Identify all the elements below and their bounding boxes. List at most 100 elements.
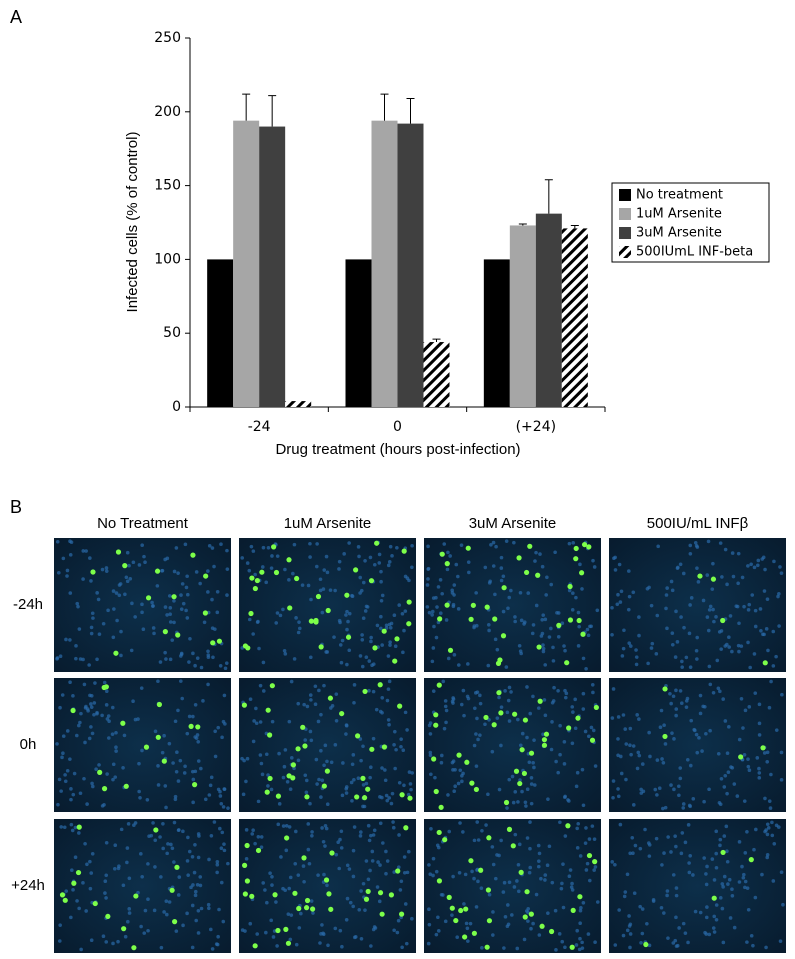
nucleus bbox=[207, 793, 212, 797]
nucleus bbox=[188, 636, 192, 641]
nucleus bbox=[393, 644, 398, 649]
nucleus bbox=[210, 626, 215, 630]
nucleus bbox=[720, 575, 724, 579]
nucleus bbox=[379, 626, 383, 631]
nucleus bbox=[571, 591, 575, 596]
nucleus bbox=[206, 590, 210, 594]
nucleus bbox=[580, 767, 585, 772]
nucleus bbox=[707, 608, 712, 612]
nucleus bbox=[570, 888, 575, 892]
nucleus bbox=[425, 605, 430, 609]
infected-cell bbox=[122, 563, 128, 569]
y-tick-label: 100 bbox=[154, 251, 181, 267]
nucleus bbox=[404, 941, 409, 946]
nucleus bbox=[209, 833, 214, 838]
nucleus bbox=[698, 711, 703, 716]
nucleus bbox=[448, 554, 452, 558]
nucleus bbox=[301, 864, 306, 868]
nucleus bbox=[502, 946, 506, 950]
infected-cell bbox=[523, 569, 530, 576]
nucleus bbox=[352, 825, 357, 829]
nucleus bbox=[125, 579, 130, 584]
nucleus bbox=[567, 541, 572, 546]
nucleus bbox=[321, 587, 326, 591]
infected-cell bbox=[264, 789, 270, 795]
nucleus bbox=[753, 895, 758, 900]
infected-cell bbox=[286, 557, 292, 563]
nucleus bbox=[628, 851, 632, 856]
infected-cell bbox=[556, 622, 562, 628]
nucleus bbox=[151, 626, 156, 630]
nucleus bbox=[193, 842, 197, 847]
nucleus bbox=[165, 912, 169, 917]
nucleus bbox=[616, 787, 620, 791]
nucleus bbox=[539, 876, 543, 881]
nucleus bbox=[723, 719, 728, 723]
nucleus bbox=[434, 635, 439, 640]
nucleus bbox=[628, 743, 632, 747]
nucleus bbox=[258, 683, 263, 688]
bar bbox=[535, 213, 562, 407]
nucleus bbox=[399, 737, 403, 741]
nucleus bbox=[361, 783, 366, 787]
y-tick-label: 50 bbox=[163, 325, 181, 341]
nucleus bbox=[263, 888, 267, 892]
nucleus bbox=[475, 690, 480, 694]
nucleus bbox=[531, 623, 536, 627]
nucleus bbox=[403, 902, 408, 906]
nucleus bbox=[344, 917, 349, 922]
nucleus bbox=[559, 886, 564, 891]
infected-cell bbox=[345, 634, 352, 640]
nucleus bbox=[628, 945, 632, 950]
nucleus bbox=[172, 820, 177, 825]
nucleus bbox=[618, 600, 623, 604]
nucleus bbox=[309, 899, 314, 903]
nucleus bbox=[68, 757, 72, 761]
nucleus bbox=[669, 701, 673, 706]
nucleus bbox=[376, 860, 380, 864]
nucleus bbox=[536, 843, 541, 848]
nucleus bbox=[56, 802, 60, 807]
nucleus bbox=[710, 587, 715, 591]
nucleus bbox=[359, 758, 363, 763]
nucleus bbox=[693, 728, 697, 733]
nucleus bbox=[407, 578, 411, 583]
infected-cell bbox=[296, 905, 302, 912]
nucleus bbox=[130, 601, 134, 606]
nucleus bbox=[680, 831, 685, 835]
nucleus bbox=[261, 689, 266, 693]
infected-cell bbox=[543, 731, 550, 737]
infected-cell bbox=[463, 906, 469, 912]
nucleus bbox=[712, 878, 717, 882]
nucleus bbox=[68, 638, 72, 642]
nucleus bbox=[119, 629, 123, 634]
nucleus bbox=[367, 659, 372, 663]
nucleus bbox=[403, 609, 408, 613]
nucleus bbox=[543, 713, 548, 718]
nucleus bbox=[440, 591, 444, 596]
nucleus bbox=[674, 688, 678, 693]
nucleus bbox=[338, 928, 343, 933]
nucleus bbox=[264, 580, 269, 585]
infected-cell bbox=[92, 900, 98, 907]
infected-cell bbox=[244, 878, 250, 884]
nucleus bbox=[553, 908, 558, 913]
nucleus bbox=[675, 943, 680, 948]
nucleus bbox=[139, 686, 144, 690]
nucleus bbox=[654, 652, 659, 656]
nucleus bbox=[174, 546, 179, 550]
nucleus bbox=[770, 820, 774, 825]
nucleus bbox=[621, 933, 626, 938]
nucleus bbox=[556, 770, 560, 775]
nucleus bbox=[73, 855, 78, 860]
nucleus bbox=[711, 561, 715, 566]
nucleus bbox=[192, 870, 197, 875]
nucleus bbox=[570, 881, 574, 886]
nucleus bbox=[766, 826, 771, 830]
nucleus bbox=[681, 921, 686, 926]
infected-cell bbox=[123, 783, 129, 789]
nucleus bbox=[384, 793, 389, 798]
nucleus bbox=[662, 851, 666, 855]
nucleus bbox=[194, 918, 199, 923]
nucleus bbox=[176, 893, 181, 897]
